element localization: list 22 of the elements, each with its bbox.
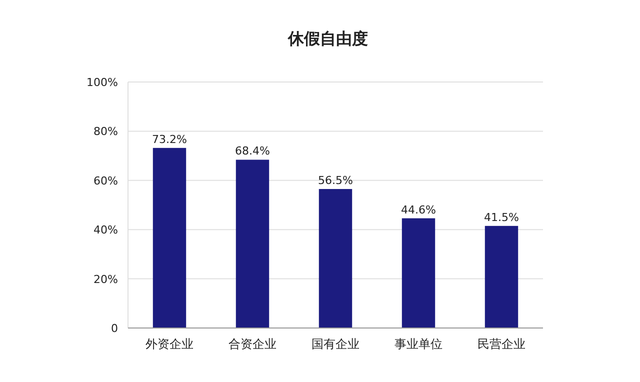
data-label: 44.6% [401,203,436,216]
x-tick-label: 事业单位 [394,337,442,351]
bar [152,148,186,328]
x-tick-label: 国有企业 [312,337,360,351]
y-tick-label: 0 [111,322,118,335]
y-tick-label: 20% [94,272,118,286]
y-tick-label: 100% [86,76,118,89]
y-tick-label: 80% [94,125,118,138]
y-tick-label: 60% [94,174,118,188]
chart-title: 休假自由度 [287,29,368,48]
data-label: 56.5% [318,174,353,188]
x-tick-label: 民营企业 [478,337,526,351]
bar [484,226,518,328]
data-label: 41.5% [484,210,519,224]
y-tick-label: 40% [94,224,118,237]
bar [236,160,270,328]
x-tick-label: 合资企业 [228,337,276,351]
data-label: 68.4% [235,144,270,158]
x-tick-label: 外资企业 [146,337,194,351]
data-label: 73.2% [152,132,187,146]
bar [318,189,352,328]
bar [402,218,436,328]
